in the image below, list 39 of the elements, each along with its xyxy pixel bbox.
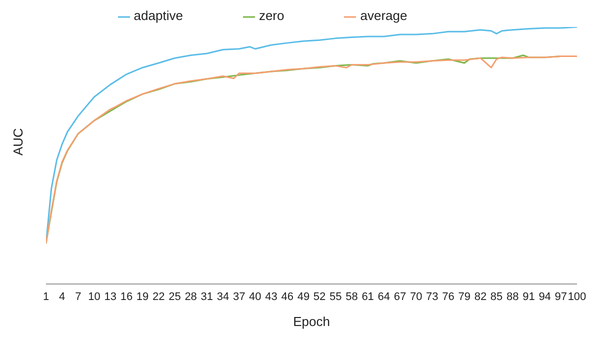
x-tick-label: 97 xyxy=(554,290,568,303)
x-tick-label: 16 xyxy=(120,290,133,303)
x-tick-label: 61 xyxy=(362,290,374,303)
x-tick-label: 1 xyxy=(42,290,50,303)
x-tick-label: 25 xyxy=(168,290,181,303)
x-tick-label: 34 xyxy=(216,290,230,303)
x-tick-label: 55 xyxy=(330,290,342,303)
x-tick-label: 58 xyxy=(346,290,358,303)
x-tick-label: 100 xyxy=(568,290,586,303)
x-tick-label: 67 xyxy=(394,290,406,303)
x-tick-label: 49 xyxy=(297,290,310,303)
x-tick-label: 37 xyxy=(232,290,246,303)
x-tick-label: 94 xyxy=(538,290,551,303)
x-tick-label: 22 xyxy=(152,290,165,303)
x-tick-label: 70 xyxy=(410,290,422,303)
x-tick-label: 82 xyxy=(474,290,487,303)
x-tick-label: 40 xyxy=(249,290,262,303)
legend-label: average xyxy=(360,8,408,23)
y-axis-title: AUC xyxy=(10,128,26,156)
x-tick-label: 91 xyxy=(522,290,535,303)
legend-label: adaptive xyxy=(134,8,183,23)
x-tick-label: 4 xyxy=(59,290,66,303)
x-tick-label: 64 xyxy=(378,290,390,303)
x-tick-label: 28 xyxy=(184,290,197,303)
x-tick-label: 52 xyxy=(313,290,326,303)
x-tick-label: 10 xyxy=(88,290,100,303)
x-tick-label: 73 xyxy=(426,290,438,303)
x-tick-label: 7 xyxy=(75,290,82,303)
x-axis-title: Epoch xyxy=(293,314,330,329)
x-tick-label: 76 xyxy=(442,290,454,303)
x-tick-label: 79 xyxy=(458,290,470,303)
x-tick-label: 46 xyxy=(281,290,294,303)
legend-label: zero xyxy=(258,8,284,23)
x-tick-label: 13 xyxy=(104,290,116,303)
x-tick-label: 85 xyxy=(490,290,503,303)
x-tick-label: 19 xyxy=(136,290,149,303)
x-tick-label: 88 xyxy=(506,290,519,303)
x-tick-label: 43 xyxy=(265,290,278,303)
x-tick-label: 31 xyxy=(200,290,214,303)
